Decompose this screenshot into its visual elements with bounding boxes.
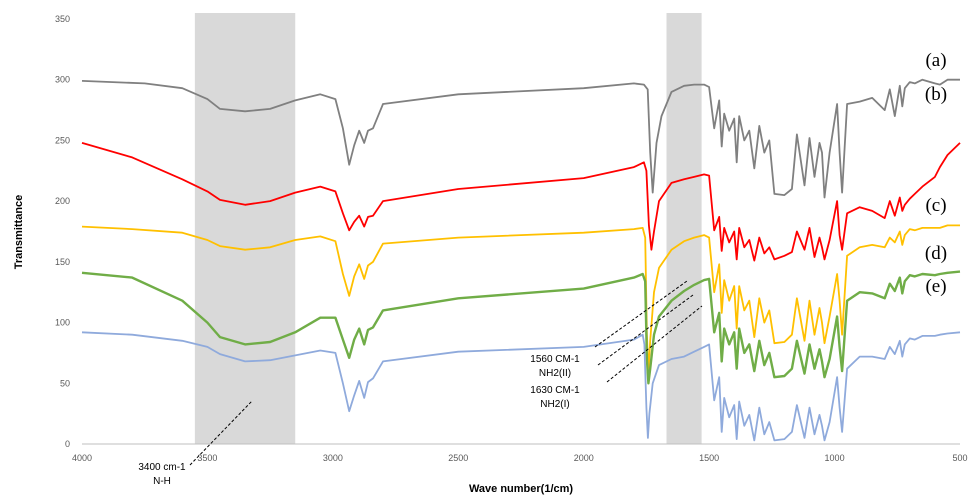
- y-tick-label: 100: [55, 318, 70, 328]
- x-tick-label: 3500: [197, 453, 217, 463]
- annotation-leader-lines: [189, 280, 703, 466]
- annotations: 3400 cm-1 N-H 1560 CM-1 NH2(II) 1630 CM-1 NH2…: [138, 354, 580, 487]
- y-tick-label: 250: [55, 135, 70, 145]
- annotation-text: 1560 CM-1 NH2(II): [530, 354, 580, 379]
- x-axis-title: Wave number(1/cm): [469, 483, 573, 495]
- y-tick-labels: 0 50 100 150 200 250 300 350: [55, 14, 70, 449]
- series-line: [81, 224, 960, 375]
- y-tick-label: 0: [65, 439, 70, 449]
- series-label: (d): [925, 243, 947, 264]
- y-tick-label: 350: [55, 14, 70, 24]
- shaded-band: [194, 13, 296, 444]
- annotation-line: 3400 cm-1: [138, 462, 186, 473]
- x-tick-label: 2000: [574, 453, 594, 463]
- series-label: (b): [925, 84, 947, 105]
- series-lines: [81, 78, 961, 442]
- x-tick-label: 1000: [825, 453, 845, 463]
- annotation-line: 1630 CM-1: [530, 385, 580, 396]
- y-tick-label: 150: [55, 257, 70, 267]
- y-tick-label: 50: [60, 378, 70, 388]
- leader-line: [606, 305, 703, 383]
- x-tick-label: 1500: [699, 453, 719, 463]
- x-tick-label: 3000: [323, 453, 343, 463]
- annotation-line: NH2(II): [539, 368, 571, 379]
- series-label: (e): [925, 276, 946, 297]
- annotation-line: N-H: [153, 476, 171, 487]
- y-tick-label: 200: [55, 196, 70, 206]
- series-label: (c): [925, 195, 946, 216]
- x-tick-label: 2500: [448, 453, 468, 463]
- annotation-line: 1560 CM-1: [530, 354, 580, 365]
- series-label: (a): [925, 50, 946, 71]
- shaded-bands: [194, 13, 702, 444]
- series-line: [81, 331, 961, 442]
- series-labels: (a) (b) (c) (d) (e): [925, 50, 947, 297]
- leader-line: [594, 280, 688, 348]
- annotation-text: 3400 cm-1 N-H: [138, 462, 186, 487]
- annotation-text: 1630 CM-1 NH2(I): [530, 385, 580, 410]
- shaded-band: [666, 13, 702, 444]
- y-axis-title: Transmittance: [13, 195, 25, 270]
- x-tick-label: 500: [952, 453, 967, 463]
- y-tick-label: 300: [55, 75, 70, 85]
- series-line: [81, 78, 960, 199]
- series-line: [81, 270, 961, 385]
- annotation-line: NH2(I): [540, 399, 569, 410]
- x-tick-label: 4000: [72, 453, 92, 463]
- series-line: [81, 142, 961, 262]
- x-tick-labels: 4000 3500 3000 2500 2000 1500 1000 500: [72, 453, 968, 463]
